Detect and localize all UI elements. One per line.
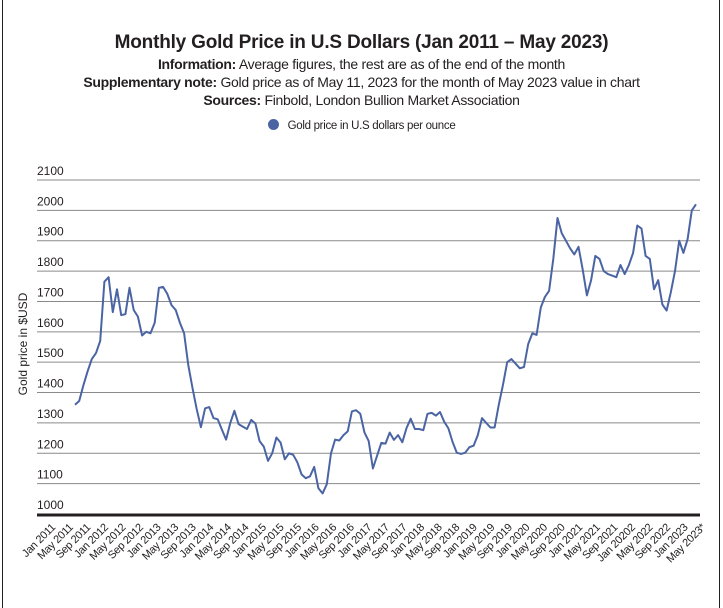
y-axis-label: Gold price in $USD (16, 292, 30, 395)
y-tick-label: 1400 (37, 377, 64, 391)
legend-marker-icon (267, 119, 279, 130)
subtitle-text: Finbold, London Bullion Market Associati… (260, 92, 520, 108)
y-tick-label: 2100 (37, 164, 64, 178)
legend: Gold price in U.S dollars per ounce (0, 119, 723, 132)
subtitle-text: Average figures, the rest are as of the … (236, 56, 566, 72)
chart-header: Monthly Gold Price in U.S Dollars (Jan 2… (0, 31, 723, 109)
subtitle-label: Supplementary note: (83, 74, 217, 90)
y-tick-label: 1900 (37, 225, 64, 239)
series-line-gold-price (74, 203, 697, 495)
y-tick-label: 1200 (37, 437, 64, 451)
y-tick-label: 1100 (37, 468, 63, 482)
chart-title: Monthly Gold Price in U.S Dollars (Jan 2… (114, 32, 609, 53)
y-tick-label: 1500 (37, 346, 64, 360)
legend-label: Gold price in U.S dollars per ounce (287, 120, 456, 132)
y-tick-label: 1600 (37, 316, 64, 330)
y-axis-tick-labels: 1000 1100 1200 1300 1400 1500 1600 1700 1800 1900… (37, 164, 64, 512)
subtitle-sources: Sources: Finbold, London Bullion Market … (0, 91, 723, 109)
y-tick-label: 2000 (37, 194, 64, 208)
subtitle-text: Gold price as of May 11, 2023 for the mo… (216, 74, 640, 90)
y-tick-label: 1300 (37, 407, 64, 421)
subtitle-information: Information: Average figures, the rest a… (0, 55, 723, 73)
y-tick-label: 1800 (37, 255, 64, 269)
gridlines (37, 179, 700, 485)
subtitle-label: Information: (157, 56, 237, 72)
y-tick-label: 1700 (37, 285, 64, 299)
y-tick-label: 1000 (37, 498, 64, 512)
subtitle-label: Sources: (203, 92, 261, 108)
subtitle-supplementary-note: Supplementary note: Gold price as of May… (0, 73, 723, 91)
